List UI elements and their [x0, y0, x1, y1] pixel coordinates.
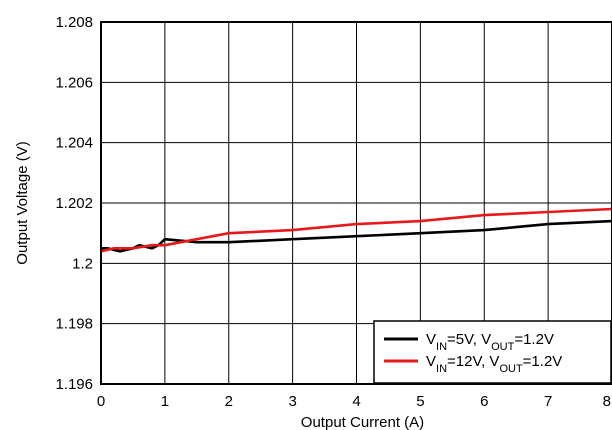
- y-tick-label: 1.202: [55, 195, 93, 212]
- x-tick-labels: 0 1 2 3 4 5 6 7 8: [97, 393, 611, 410]
- x-tick-label: 3: [288, 393, 296, 410]
- legend-label-2: VIN=12V, VOUT=1.2V: [426, 353, 562, 375]
- legend-box: [373, 320, 612, 384]
- grid-lines: [101, 22, 612, 384]
- y-tick-label: 1.206: [55, 74, 93, 91]
- y-tick-labels: 1.196 1.198 1.2 1.202 1.204 1.206 1.208: [55, 14, 93, 393]
- y-tick-label: 1.208: [55, 14, 93, 31]
- x-tick-label: 0: [97, 393, 105, 410]
- x-tick-label: 6: [480, 393, 488, 410]
- series-layer: [100, 207, 612, 253]
- x-tick-label: 1: [161, 393, 169, 410]
- x-tick-label: 2: [225, 393, 233, 410]
- y-tick-label: 1.2: [72, 255, 93, 272]
- x-tick-label: 5: [416, 393, 424, 410]
- y-tick-label: 1.196: [55, 376, 93, 393]
- y-tick-label: 1.204: [55, 135, 93, 152]
- y-tick-label: 1.198: [55, 316, 93, 333]
- plot-frame: [100, 21, 612, 385]
- series-line-2: [100, 207, 612, 253]
- x-tick-label: 8: [603, 393, 611, 410]
- x-tick-label: 4: [352, 393, 360, 410]
- x-tick-label: 7: [544, 393, 552, 410]
- y-axis-title: Output Voltage (V): [14, 141, 31, 264]
- x-axis-title: Output Current (A): [301, 414, 424, 430]
- legend-label-1: VIN=5V, VOUT=1.2V: [426, 331, 554, 353]
